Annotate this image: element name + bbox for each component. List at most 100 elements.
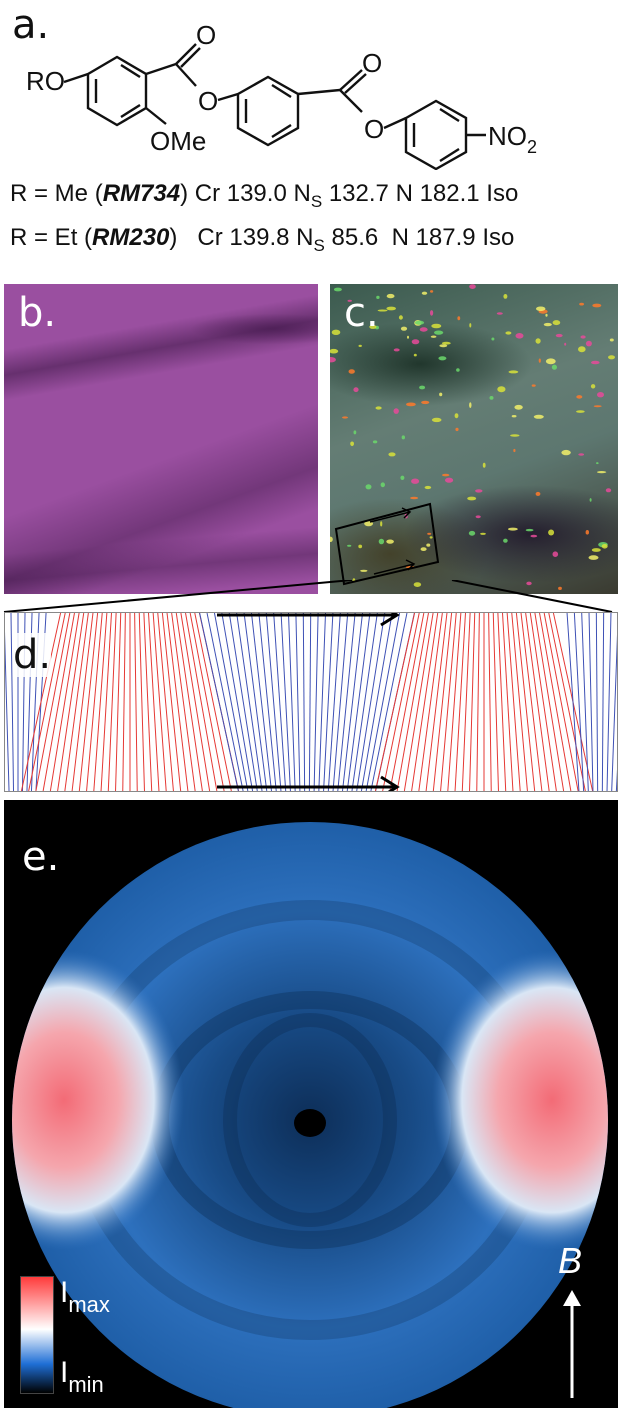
panel-label-b: b. bbox=[18, 290, 57, 336]
texture-speckle bbox=[454, 413, 459, 419]
texture-speckle bbox=[596, 462, 599, 465]
director-line bbox=[454, 613, 466, 791]
texture-speckle bbox=[468, 530, 476, 536]
director-line bbox=[389, 613, 425, 791]
director-line bbox=[199, 613, 239, 791]
director-line bbox=[5, 631, 10, 791]
diffraction-pattern-e: e. Imax Imin B bbox=[4, 800, 618, 1408]
texture-speckle bbox=[564, 342, 567, 346]
director-line bbox=[403, 613, 434, 791]
director-line bbox=[502, 613, 514, 791]
director-lines bbox=[5, 613, 617, 791]
texture-speckle bbox=[360, 569, 368, 572]
polarization-arrows bbox=[217, 613, 400, 791]
micrograph-b: b. bbox=[4, 284, 318, 594]
texture-speckle bbox=[439, 344, 448, 348]
texture-speckle bbox=[347, 544, 352, 547]
director-line bbox=[606, 613, 612, 791]
director-line bbox=[346, 613, 371, 791]
director-line bbox=[520, 613, 543, 791]
texture-speckle bbox=[491, 337, 495, 341]
texture-speckle bbox=[457, 316, 461, 321]
director-line bbox=[206, 613, 244, 791]
texture-speckle bbox=[420, 547, 427, 551]
texture-speckle bbox=[511, 415, 517, 418]
texture-speckle bbox=[380, 521, 383, 527]
director-line bbox=[432, 613, 453, 791]
director-line bbox=[601, 613, 605, 791]
director-line bbox=[337, 613, 356, 791]
texture-speckle bbox=[400, 475, 405, 480]
texture-speckle bbox=[393, 408, 399, 414]
director-line bbox=[588, 613, 594, 791]
director-line bbox=[525, 613, 550, 791]
texture-speckle bbox=[548, 529, 555, 536]
texture-speckle bbox=[605, 488, 612, 493]
director-line bbox=[374, 613, 416, 791]
texture-speckle bbox=[482, 462, 486, 468]
texture-speckle bbox=[421, 291, 428, 295]
director-line bbox=[425, 613, 448, 791]
texture-speckle bbox=[431, 323, 442, 329]
texture-speckle bbox=[350, 441, 354, 447]
texture-speckle bbox=[342, 416, 348, 419]
texture-speckle bbox=[561, 449, 571, 456]
texture-speckle bbox=[372, 440, 378, 444]
director-line bbox=[506, 613, 521, 791]
carbonyl-o-2: O bbox=[362, 48, 382, 78]
texture-speckle bbox=[411, 478, 420, 484]
texture-speckle bbox=[400, 326, 408, 331]
texture-speckle bbox=[591, 360, 600, 365]
director-line bbox=[143, 613, 153, 791]
texture-speckle bbox=[413, 353, 417, 357]
texture-speckle bbox=[330, 348, 339, 354]
director-line bbox=[327, 613, 341, 791]
director-line bbox=[342, 613, 364, 791]
colorbar-min-label: Imin bbox=[60, 1356, 104, 1397]
director-line bbox=[71, 613, 94, 791]
panel-label-a: a. bbox=[12, 2, 50, 48]
benzene-ring-2 bbox=[236, 75, 300, 147]
director-line bbox=[258, 613, 277, 791]
texture-speckle bbox=[545, 358, 556, 365]
texture-speckle bbox=[543, 322, 552, 327]
director-line bbox=[93, 613, 108, 791]
director-line bbox=[10, 613, 15, 791]
texture-speckle bbox=[386, 306, 396, 311]
director-line bbox=[100, 613, 112, 791]
texture-speckle bbox=[592, 303, 602, 308]
director-line bbox=[511, 613, 528, 791]
ester-o-2: O bbox=[364, 114, 384, 144]
texture-speckle bbox=[358, 544, 363, 549]
director-line bbox=[323, 613, 334, 791]
director-line bbox=[180, 613, 211, 791]
panel-label-c: c. bbox=[344, 290, 379, 336]
texture-speckle bbox=[589, 498, 592, 502]
texture-speckle bbox=[508, 527, 518, 531]
director-line bbox=[313, 613, 319, 791]
texture-speckle bbox=[526, 581, 532, 586]
texture-speckle bbox=[426, 543, 431, 547]
texture-speckle bbox=[531, 384, 536, 387]
texture-speckle bbox=[441, 341, 451, 345]
director-line bbox=[152, 613, 167, 791]
texture-speckle bbox=[588, 555, 599, 560]
director-line bbox=[189, 613, 225, 791]
director-line bbox=[287, 613, 296, 791]
texture-speckle bbox=[353, 387, 359, 393]
colorbar bbox=[20, 1276, 54, 1394]
director-line bbox=[107, 613, 117, 791]
texture-speckle bbox=[333, 287, 342, 292]
texture-speckle bbox=[386, 539, 394, 544]
director-line bbox=[382, 613, 420, 791]
director-line bbox=[581, 613, 589, 791]
director-line bbox=[134, 613, 138, 791]
texture-speckle bbox=[601, 544, 608, 549]
texture-speckle bbox=[585, 530, 589, 535]
texture-speckle bbox=[585, 340, 592, 347]
texture-speckle bbox=[469, 323, 472, 328]
director-line bbox=[515, 613, 536, 791]
director-line bbox=[418, 613, 443, 791]
texture-speckle bbox=[545, 313, 548, 317]
texture-speckle bbox=[576, 395, 583, 399]
